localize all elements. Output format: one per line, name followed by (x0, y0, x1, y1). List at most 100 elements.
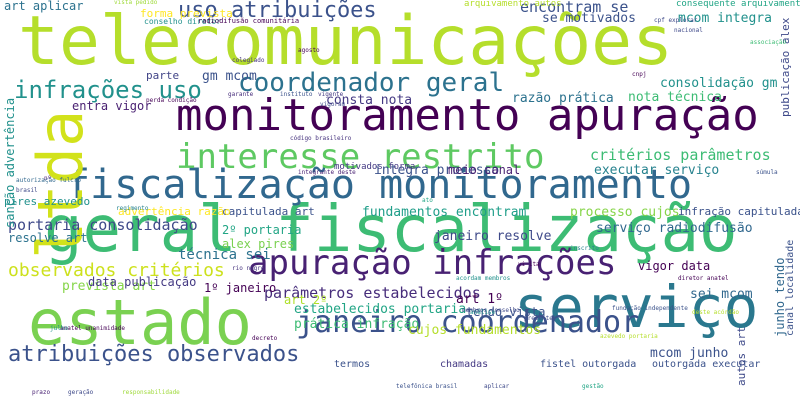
cloud-word: portaria consolidação (8, 216, 198, 234)
cloud-word: cujos fundamentos (408, 323, 542, 338)
cloud-word: art 2º (284, 293, 328, 307)
cloud-word: radiodifusão comunitária (198, 17, 300, 25)
cloud-word: serviço (514, 273, 759, 341)
cloud-word: razão prática (512, 91, 614, 106)
cloud-word: fistel outorgada (540, 359, 637, 370)
cloud-word: atribuições observados (8, 342, 300, 367)
cloud-word: arquivamento autos (464, 0, 562, 9)
cloud-word: conselho diretor (144, 17, 222, 26)
cloud-word: monitoramento apuração (176, 90, 759, 141)
cloud-word: motivados forma (334, 162, 416, 172)
cloud-word: janeiro coordenador (296, 305, 640, 340)
cloud-word: 1º janeiro (204, 281, 277, 295)
cloud-word: associação (750, 39, 787, 46)
cloud-word: autorização fulcro (16, 177, 82, 184)
cloud-word: gestão (582, 383, 604, 390)
cloud-word: nacional (674, 27, 703, 34)
cloud-word: critérios parâmetros (590, 146, 771, 164)
cloud-word: regimento (116, 205, 149, 212)
cloud-word: apuração infrações (248, 243, 617, 283)
cloud-word: gm mcom (202, 69, 257, 84)
cloud-word: telecomunicações (18, 2, 674, 81)
cloud-word: capitulada art (222, 205, 315, 218)
cloud-word: consta nota (326, 93, 413, 108)
cloud-word: prevista art (62, 279, 156, 294)
cloud-word: serviço radiodifusão (596, 221, 753, 236)
cloud-word: meio canal (448, 163, 521, 177)
cloud-word: presente (524, 315, 553, 322)
cloud-word: pires azevedo (4, 195, 91, 208)
cloud-word: uso atribuições (178, 0, 377, 23)
cloud-word: prazo (32, 389, 51, 396)
cloud-word: outorgada executar (652, 359, 761, 370)
cloud-word: interesse restrito (176, 137, 545, 177)
cloud-word: sei mcom (690, 287, 753, 302)
cloud-word: diretor anatel (678, 275, 729, 282)
cloud-word: advertência razão (118, 205, 231, 218)
cloud-word: garante (228, 91, 254, 98)
cloud-word: mcom junho (650, 346, 729, 361)
cloud-word: anatel unanimidade (60, 325, 126, 332)
cloud-word: integrante deste (298, 169, 356, 176)
cloud-word: cnpj (632, 71, 647, 78)
cloud-word: sanção advertência (3, 97, 17, 228)
cloud-word: geração (68, 389, 94, 396)
cloud-word: prática infração (294, 317, 420, 332)
cloud-word: parâmetros estabelecidos (264, 284, 481, 302)
cloud-word: vigor data (638, 259, 711, 273)
cloud-word: coordenador geral (238, 68, 505, 98)
cloud-word: infrações uso (14, 76, 202, 104)
cloud-word: infração capitulada (678, 205, 800, 218)
cloud-word: vista pedido (114, 0, 158, 6)
cloud-word: resolve art (8, 231, 88, 245)
cloud-word: aplicar (484, 383, 510, 390)
cloud-word: membros conselho (462, 307, 520, 314)
cloud-word: parte (146, 69, 180, 82)
cloud-word: inscrito (570, 245, 599, 252)
cloud-word: nº (44, 175, 52, 182)
cloud-word: consequente arquivamento (676, 0, 800, 9)
cloud-word: ato (422, 197, 433, 204)
cloud-word: análise (470, 309, 496, 316)
cloud-word: cpf explorar (654, 17, 698, 24)
cloud-word: perda condição (146, 97, 197, 104)
cloud-word: decreto (252, 335, 278, 342)
cloud-word: entra vigor (72, 99, 152, 113)
cloud-word: chamadas (440, 359, 489, 370)
cloud-word: executar serviço (594, 163, 720, 178)
cloud-word: vi ita (518, 261, 540, 268)
cloud-word: art 1º (456, 292, 503, 307)
cloud-word: estabelecidos portaria (294, 302, 467, 317)
cloud-word: telefônica brasil (396, 383, 458, 390)
cloud-word: deste acórdão (692, 309, 739, 316)
cloud-word: azevedo portaria (600, 333, 658, 340)
cloud-word: processo cujos (570, 205, 680, 220)
cloud-word: integra processo (374, 163, 500, 178)
cloud-word: código brasileiro (290, 135, 352, 142)
cloud-word: encontram se (520, 0, 629, 16)
cloud-word: colegiado (232, 57, 265, 64)
cloud-word: rio negro (232, 265, 265, 272)
cloud-word: brasil (16, 187, 38, 194)
cloud-word: 2º portaria (222, 223, 302, 237)
cloud-word: estado (28, 286, 252, 359)
cloud-word: responsabilidade (122, 389, 180, 396)
cloud-word: fundamentos encontram (362, 205, 527, 220)
cloud-word: técnica sei (178, 247, 271, 263)
cloud-word: acordam membros (456, 275, 511, 282)
cloud-word: vigente (318, 91, 344, 98)
cloud-word: tendo vista (466, 305, 546, 319)
cloud-word: data publicação (88, 275, 197, 289)
cloud-word: alex pires (222, 237, 295, 251)
cloud-word: fundação independente (612, 305, 688, 312)
cloud-word: forma prevista (140, 7, 233, 20)
cloud-word: mcom integra (678, 11, 772, 26)
cloud-word: súmula (756, 169, 778, 176)
cloud-word: geral fiscalização (44, 193, 738, 267)
cloud-word: observados critérios (8, 260, 225, 281)
cloud-word: janeiro resolve (434, 229, 552, 244)
cloud-word: consolidação gm (660, 76, 778, 91)
cloud-word: art aplicar (4, 0, 84, 13)
cloud-word: vigoram (320, 101, 346, 108)
